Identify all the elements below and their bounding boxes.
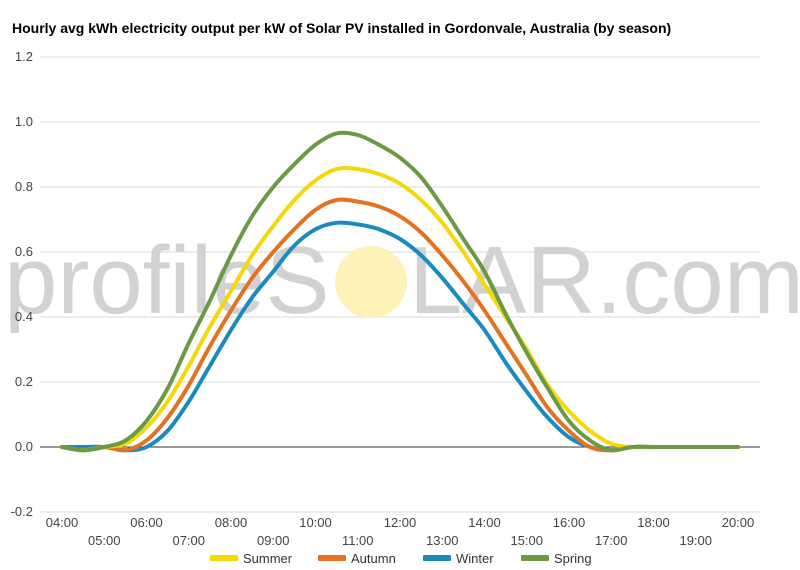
legend-label-spring: Spring — [554, 551, 592, 566]
watermark-sun-icon — [335, 246, 407, 318]
watermark-text-left: profileS — [4, 227, 330, 334]
x-tick-label: 17:00 — [595, 533, 628, 548]
x-tick-label: 09:00 — [257, 533, 290, 548]
x-tick-label: 10:00 — [299, 515, 332, 530]
axes: 1.2 1.0 0.8 0.6 0.4 0.2 0.0 -0.2 04:00 06:00 08:00… — [11, 49, 760, 548]
x-tick-label: 05:00 — [88, 533, 121, 548]
x-tick-label: 12:00 — [384, 515, 417, 530]
x-tick-label: 19:00 — [679, 533, 712, 548]
x-tick-label: 16:00 — [553, 515, 586, 530]
x-tick-label: 11:00 — [342, 533, 374, 548]
legend-label-summer: Summer — [243, 551, 293, 566]
y-tick-label: 0.0 — [15, 439, 33, 454]
legend-label-autumn: Autumn — [351, 551, 396, 566]
x-tick-label: 20:00 — [722, 515, 755, 530]
legend-swatch-winter — [423, 555, 451, 561]
y-tick-label: 0.4 — [15, 309, 33, 324]
y-tick-label: 0.8 — [15, 179, 33, 194]
legend-label-winter: Winter — [456, 551, 494, 566]
x-tick-label: 18:00 — [637, 515, 670, 530]
legend-swatch-spring — [521, 555, 549, 561]
x-tick-label: 07:00 — [172, 533, 205, 548]
legend: Summer Autumn Winter Spring — [210, 551, 592, 566]
series-line-spring — [60, 130, 740, 453]
x-tick-label: 06:00 — [130, 515, 163, 530]
chart-title: Hourly avg kWh electricity output per kW… — [12, 20, 672, 36]
series-lines — [60, 130, 740, 453]
x-tick-label: 08:00 — [215, 515, 248, 530]
x-tick-label: 14:00 — [468, 515, 501, 530]
y-tick-label: 1.0 — [15, 114, 33, 129]
x-tick-label: 13:00 — [426, 533, 459, 548]
x-tick-label: 15:00 — [510, 533, 543, 548]
watermark: profileS LAR.com — [4, 227, 800, 334]
y-tick-label: 0.2 — [15, 374, 33, 389]
grid-lines — [40, 56, 760, 513]
x-tick-label: 04:00 — [46, 515, 79, 530]
y-tick-label: 0.6 — [15, 244, 33, 259]
legend-swatch-autumn — [318, 555, 346, 561]
y-tick-label: 1.2 — [15, 49, 33, 64]
y-tick-label: -0.2 — [11, 504, 33, 519]
legend-swatch-summer — [210, 555, 238, 561]
